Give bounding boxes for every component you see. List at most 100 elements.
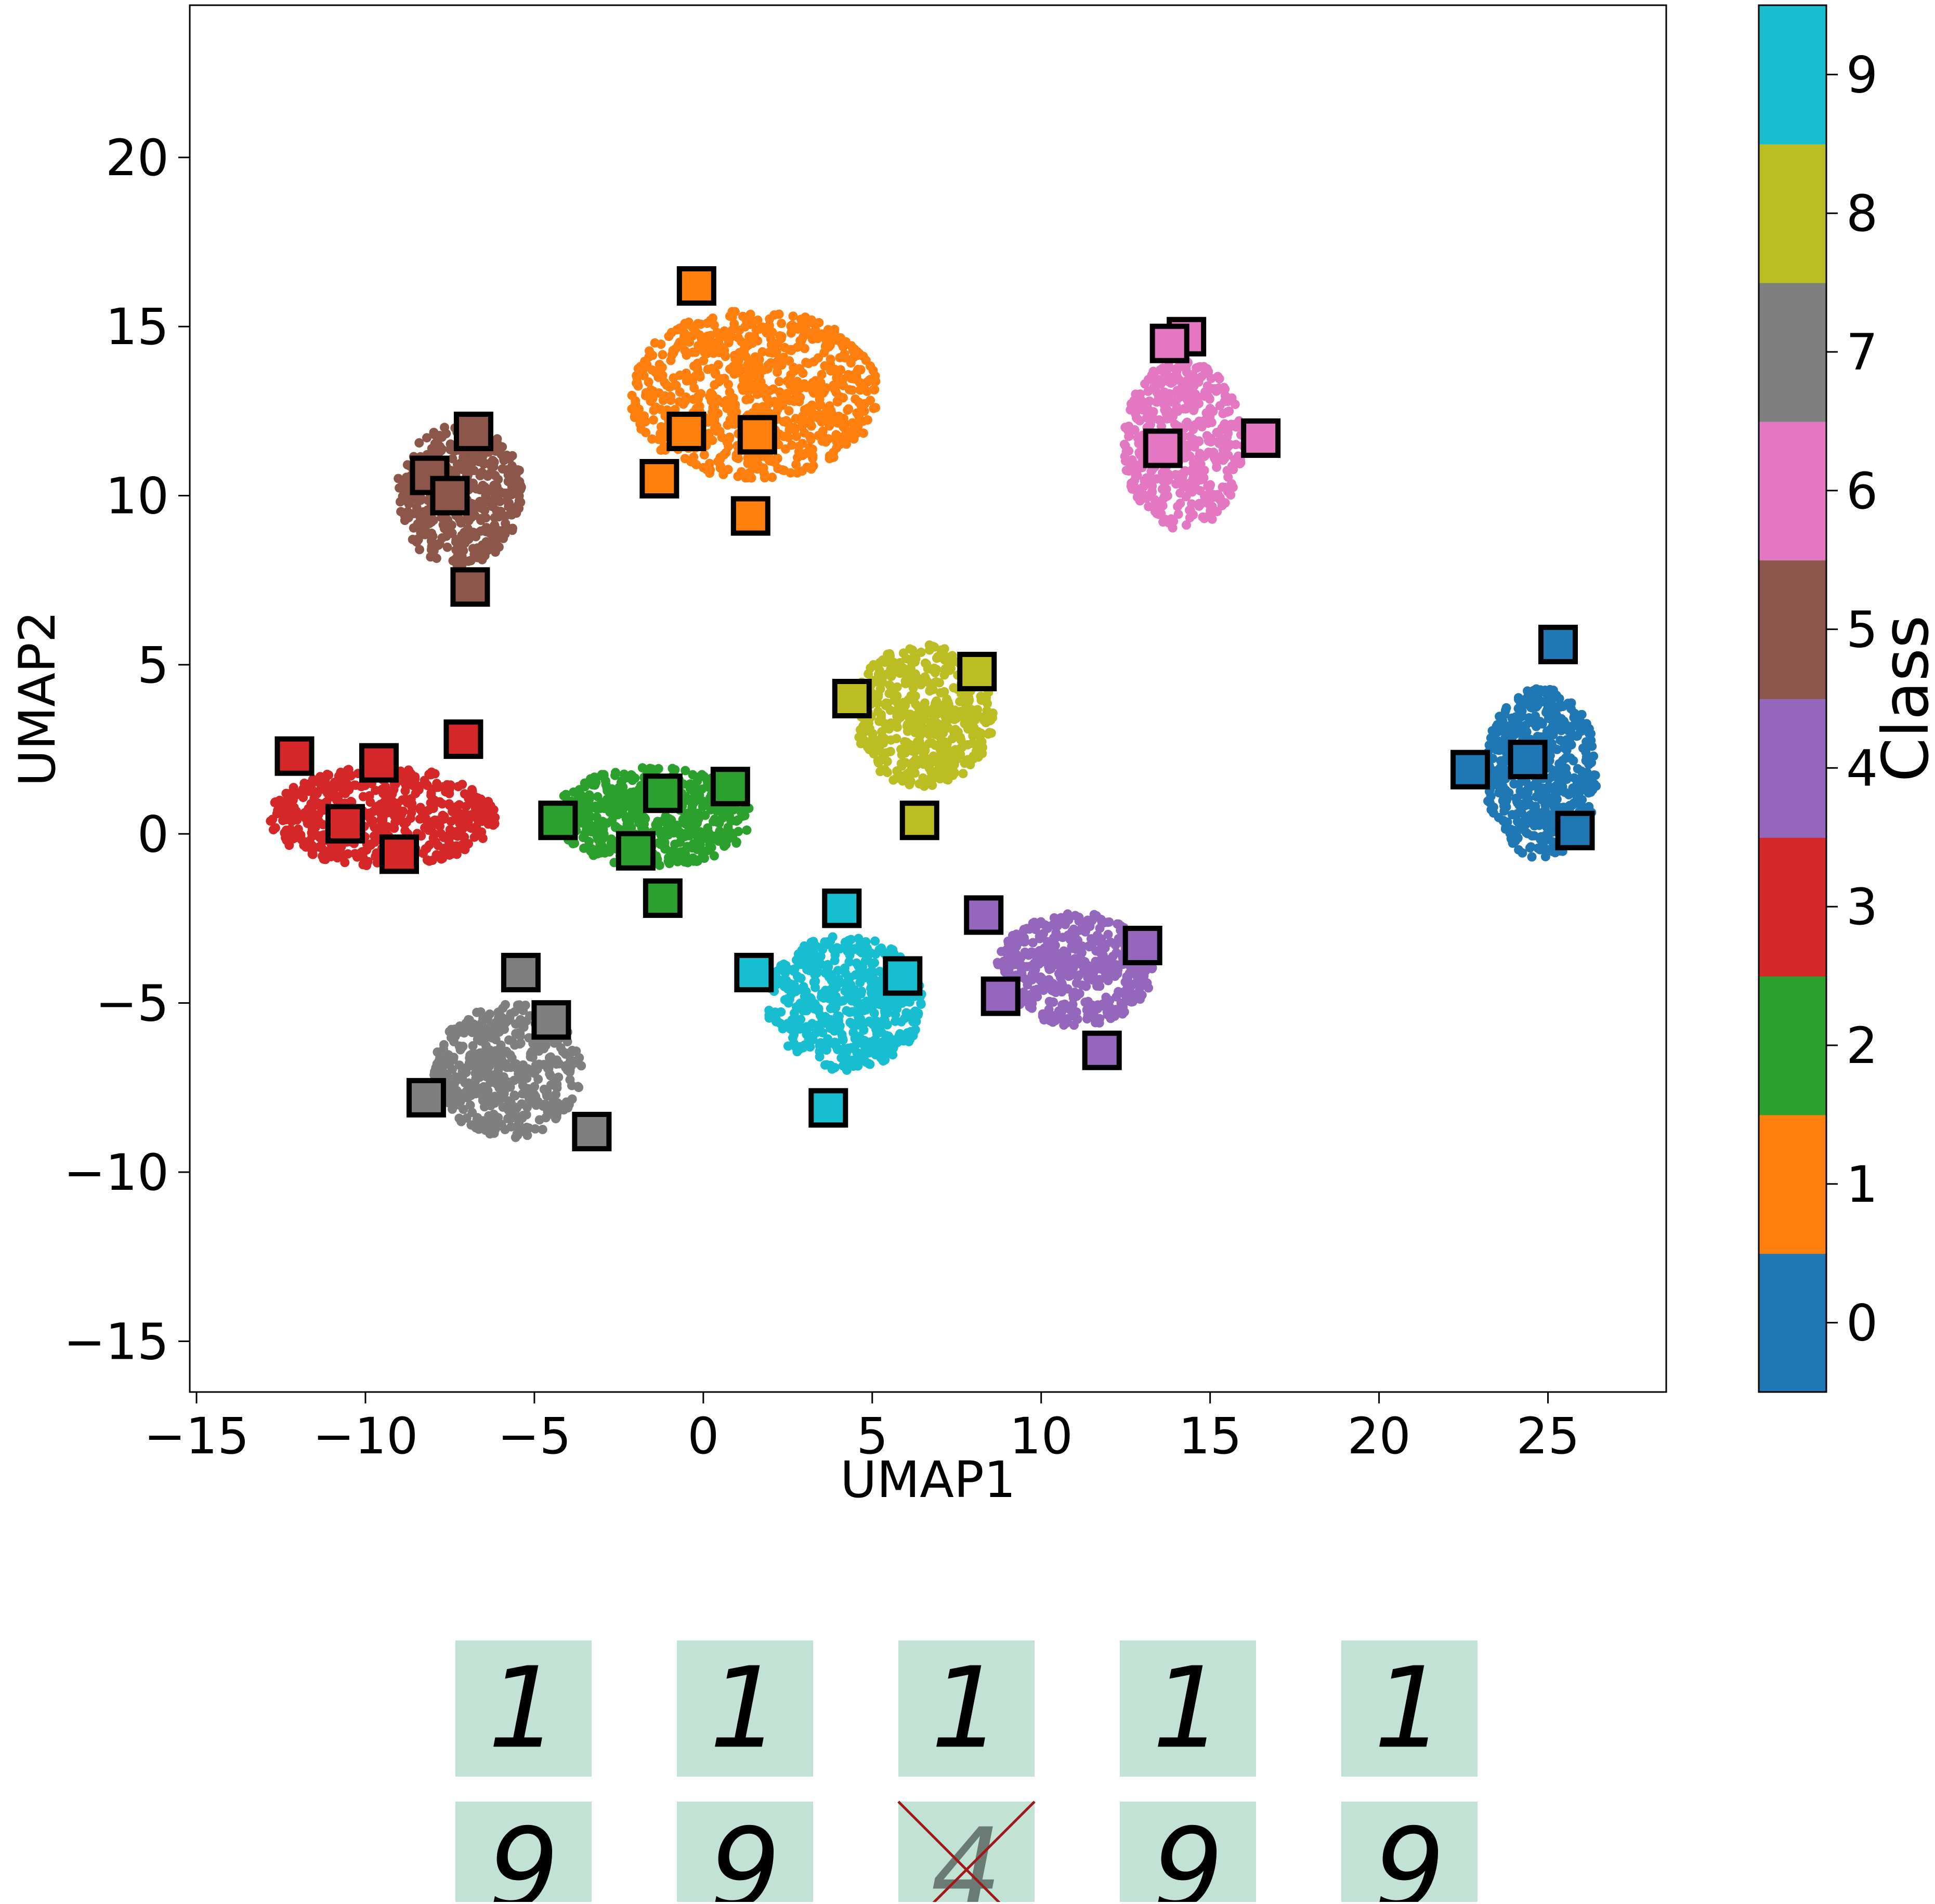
scatter-point bbox=[485, 1009, 494, 1019]
scatter-point bbox=[1029, 958, 1039, 968]
scatter-point bbox=[318, 780, 328, 790]
scatter-point bbox=[593, 792, 603, 802]
scatter-point bbox=[502, 465, 511, 475]
scatter-point bbox=[750, 352, 760, 362]
scatter-point bbox=[734, 333, 743, 343]
scatter-point bbox=[502, 488, 512, 498]
scatter-point bbox=[727, 399, 737, 409]
scatter-point bbox=[785, 396, 795, 405]
scatter-point bbox=[344, 785, 354, 795]
scatter-point bbox=[1142, 978, 1152, 988]
scatter-point bbox=[1011, 956, 1021, 966]
scatter-point bbox=[886, 664, 896, 674]
scatter-point bbox=[1199, 452, 1209, 461]
scatter-point bbox=[920, 715, 930, 725]
scatter-point bbox=[561, 1062, 570, 1072]
scatter-point bbox=[821, 384, 831, 393]
scatter-point bbox=[520, 1001, 530, 1010]
scatter-point bbox=[1526, 714, 1536, 723]
scatter-point bbox=[813, 334, 822, 344]
scatter-point bbox=[424, 769, 434, 779]
scatter-point bbox=[1057, 978, 1067, 988]
scatter-point bbox=[709, 348, 718, 358]
scatter-point bbox=[729, 319, 739, 329]
scatter-point bbox=[705, 316, 715, 325]
scatter-point bbox=[864, 669, 873, 679]
scatter-point bbox=[1567, 721, 1577, 731]
scatter-point bbox=[403, 513, 413, 522]
scatter-point bbox=[652, 823, 662, 833]
scatter-point bbox=[438, 1066, 448, 1076]
scatter-point bbox=[784, 406, 794, 416]
scatter-point bbox=[1069, 924, 1079, 934]
scatter-point bbox=[858, 428, 868, 438]
scatter-point bbox=[681, 396, 690, 406]
scatter-point bbox=[1554, 803, 1564, 812]
scatter-point bbox=[1155, 394, 1165, 404]
scatter-point bbox=[807, 401, 817, 411]
scatter-point bbox=[490, 521, 500, 531]
scatter-point bbox=[767, 348, 777, 358]
scatter-point bbox=[986, 728, 996, 738]
scatter-point bbox=[482, 546, 492, 555]
scatter-point bbox=[1502, 794, 1512, 804]
scatter-point bbox=[681, 766, 690, 776]
scatter-point bbox=[393, 798, 402, 808]
scatter-point bbox=[808, 453, 818, 463]
scatter-point bbox=[718, 469, 728, 479]
scatter-point bbox=[785, 425, 794, 435]
scatter-point bbox=[1224, 406, 1234, 416]
scatter-point bbox=[290, 807, 299, 817]
scatter-point bbox=[1523, 784, 1533, 794]
scatter-point bbox=[632, 802, 642, 812]
scatter-point bbox=[769, 310, 779, 320]
scatter-point bbox=[473, 793, 482, 803]
scatter-point bbox=[571, 1046, 581, 1056]
scatter-point bbox=[950, 745, 960, 755]
scatter-point bbox=[719, 450, 729, 459]
scatter-point bbox=[800, 405, 809, 415]
scatter-point bbox=[385, 790, 395, 799]
scatter-point bbox=[648, 415, 658, 425]
scatter-point bbox=[670, 765, 680, 774]
scatter-point bbox=[1120, 441, 1130, 451]
scatter-point bbox=[1568, 783, 1578, 793]
scatter-point bbox=[855, 725, 865, 735]
scatter-point bbox=[586, 844, 596, 853]
scatter-point bbox=[1081, 967, 1091, 977]
scatter-point bbox=[695, 791, 704, 800]
scatter-point bbox=[712, 817, 722, 827]
scatter-point bbox=[470, 1068, 480, 1078]
scatter-point bbox=[478, 833, 488, 843]
scatter-point bbox=[1050, 1010, 1060, 1020]
scatter-point bbox=[927, 682, 936, 692]
scatter-point bbox=[1220, 419, 1230, 429]
scatter-point bbox=[1132, 413, 1142, 423]
scatter-point bbox=[462, 839, 472, 849]
scatter-point bbox=[865, 375, 875, 385]
scatter-point bbox=[370, 837, 380, 847]
scatter-point bbox=[1512, 817, 1522, 826]
scatter-point bbox=[1189, 435, 1199, 444]
scatter-point bbox=[475, 496, 485, 506]
scatter-point bbox=[725, 311, 735, 321]
scatter-point bbox=[1498, 716, 1508, 726]
scatter-point bbox=[980, 695, 990, 705]
scatter-point bbox=[539, 1060, 549, 1069]
scatter-point bbox=[1065, 956, 1075, 966]
scatter-point bbox=[465, 1051, 475, 1060]
scatter-point bbox=[927, 753, 937, 763]
scatter-point bbox=[1073, 1014, 1082, 1024]
scatter-point bbox=[938, 745, 948, 755]
scatter-point bbox=[507, 451, 517, 461]
scatter-point bbox=[871, 403, 881, 413]
scatter-point bbox=[1499, 816, 1508, 825]
scatter-point bbox=[479, 1067, 489, 1076]
scatter-point bbox=[499, 1089, 509, 1098]
scatter-point bbox=[1172, 365, 1182, 375]
scatter-point bbox=[1525, 811, 1535, 821]
scatter-point bbox=[916, 730, 925, 740]
scatter-point bbox=[432, 540, 442, 549]
scatter-point bbox=[482, 1091, 492, 1100]
scatter-point bbox=[378, 808, 388, 818]
